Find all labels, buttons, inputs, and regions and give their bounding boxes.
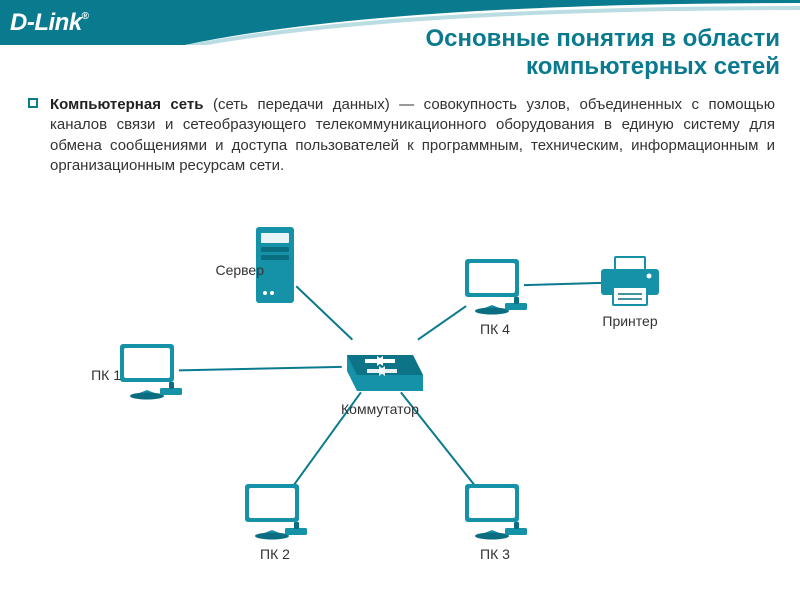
node-label: ПК 3 xyxy=(450,546,540,562)
node-label: ПК 2 xyxy=(230,546,320,562)
node-label: Принтер xyxy=(585,313,675,329)
switch-icon xyxy=(335,335,425,397)
slide-title: Основные понятия в области компьютерных … xyxy=(250,25,780,80)
body-paragraph: Компьютерная сеть (сеть передачи данных)… xyxy=(50,95,775,176)
monitor-icon xyxy=(461,255,529,317)
monitor-icon xyxy=(461,480,529,542)
monitor-icon xyxy=(116,340,184,402)
edge xyxy=(179,367,342,371)
brand-logo: D-Link® xyxy=(10,9,89,37)
node-switch: Коммутатор xyxy=(335,335,425,417)
node-pc1: ПК 1 xyxy=(105,340,195,402)
monitor-icon xyxy=(241,480,309,542)
node-pc3: ПК 3 xyxy=(450,480,540,562)
node-pc4: ПК 4 xyxy=(450,255,540,337)
node-printer: Принтер xyxy=(585,255,675,329)
bullet-icon xyxy=(28,98,38,108)
printer-icon xyxy=(597,255,663,309)
node-server: Сервер xyxy=(230,225,320,307)
node-label: ПК 4 xyxy=(450,321,540,337)
node-label: Коммутатор xyxy=(335,401,425,417)
node-pc2: ПК 2 xyxy=(230,480,320,562)
node-label: Сервер xyxy=(215,262,264,278)
network-diagram: Сервер ПК 1 ПК 2 ПК 3 xyxy=(95,225,695,575)
node-label: ПК 1 xyxy=(91,367,121,383)
